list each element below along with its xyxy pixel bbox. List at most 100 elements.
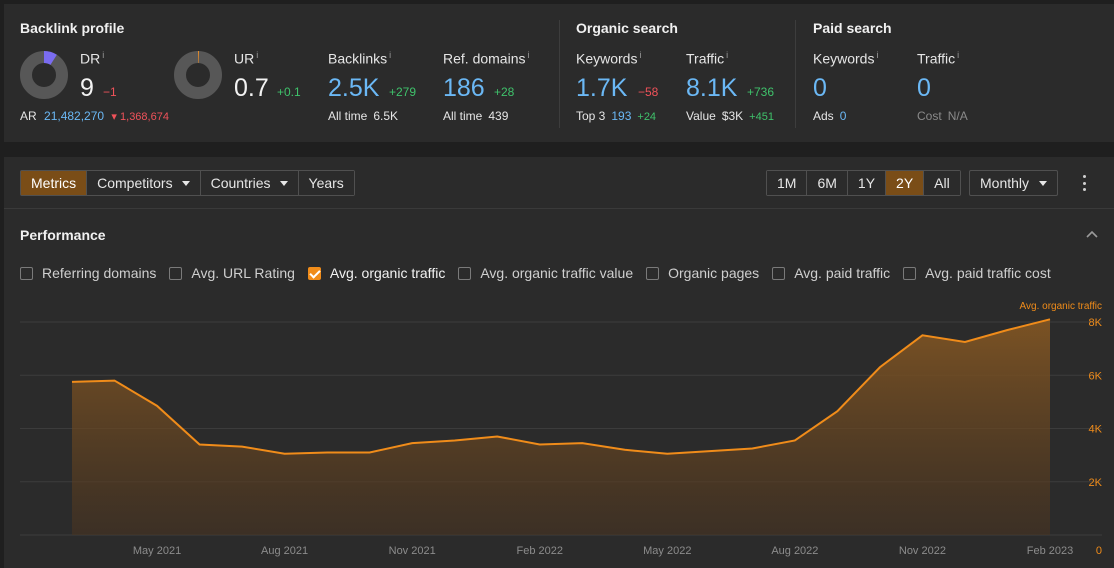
organic-search-title: Organic search — [576, 20, 678, 36]
organic-traffic-chart: 0 2K 4K 6K 8K May 2021 Aug 2021 Nov 2021 Feb 20… — [20, 301, 1103, 557]
ref-domains-all-time: All time 439 — [443, 109, 509, 123]
summary-panel: Backlink profile DR i 9 −1 UR i 0.7 +0.1 A… — [4, 4, 1114, 142]
cost-row: Cost N/A — [917, 109, 968, 123]
range-1m[interactable]: 1M — [767, 171, 807, 195]
info-icon[interactable]: i — [102, 50, 105, 60]
ar-delta: ▾ 1,368,674 — [111, 111, 169, 123]
divider — [4, 208, 1114, 209]
top3-row: Top 3 193 +24 — [576, 109, 657, 123]
ur-value: 0.7 — [234, 74, 269, 102]
backlinks-all-time: All time 6.5K — [328, 109, 399, 123]
paid-traffic-label[interactable]: Traffic i — [917, 50, 960, 67]
ref-domains-delta: +28 — [494, 85, 515, 99]
range-6m[interactable]: 6M — [806, 171, 847, 195]
x-tick-label: Aug 2021 — [261, 545, 308, 557]
interval-select[interactable]: Monthly — [969, 170, 1058, 196]
y-tick-label: 4K — [1089, 424, 1103, 436]
checkbox-avg-organic-traffic-value[interactable]: Avg. organic traffic value — [458, 265, 633, 281]
range-all[interactable]: All — [923, 171, 960, 195]
legend-label: Avg. organic traffic — [1020, 301, 1102, 312]
paid-search-title: Paid search — [813, 20, 892, 36]
checkbox-referring-domains[interactable]: Referring domains — [20, 265, 156, 281]
info-icon[interactable]: i — [876, 50, 879, 60]
organic-traffic-value[interactable]: 8.1K — [686, 74, 738, 102]
x-tick-label: Aug 2022 — [771, 545, 818, 557]
section-divider — [795, 20, 796, 128]
performance-title: Performance — [20, 227, 106, 243]
x-tick-label: Feb 2022 — [516, 545, 562, 557]
checkbox[interactable] — [772, 266, 786, 280]
backlink-profile-title: Backlink profile — [20, 20, 125, 36]
chevron-down-icon — [181, 180, 190, 186]
range-selector: 1M 6M 1Y 2Y All — [766, 170, 961, 196]
dr-label[interactable]: DR i — [80, 50, 105, 67]
info-icon[interactable]: i — [957, 50, 960, 60]
checkbox[interactable] — [646, 266, 660, 280]
ref-domains-label[interactable]: Ref. domains i — [443, 50, 530, 67]
range-2y[interactable]: 2Y — [885, 171, 924, 195]
info-icon[interactable]: i — [639, 50, 642, 60]
ar-row: AR 21,482,270 ▾ 1,368,674 — [20, 109, 169, 123]
paid-traffic-value[interactable]: 0 — [917, 74, 931, 102]
info-icon[interactable]: i — [527, 50, 530, 60]
x-tick-label: Nov 2022 — [899, 545, 946, 557]
organic-traffic-label[interactable]: Traffic i — [686, 50, 729, 67]
info-icon[interactable]: i — [726, 50, 729, 60]
checkbox[interactable] — [169, 266, 183, 280]
tab-years[interactable]: Years — [297, 171, 354, 195]
checkbox-organic-pages[interactable]: Organic pages — [646, 265, 759, 281]
ref-domains-value[interactable]: 186 — [443, 74, 485, 102]
x-tick-label: Nov 2021 — [389, 545, 436, 557]
tab-competitors[interactable]: Competitors — [86, 171, 200, 195]
paid-keywords-value[interactable]: 0 — [813, 74, 827, 102]
x-tick-label: May 2022 — [643, 545, 691, 557]
chevron-up-icon[interactable] — [1086, 229, 1098, 239]
checkbox-avg-paid-traffic-cost[interactable]: Avg. paid traffic cost — [903, 265, 1051, 281]
ar-value[interactable]: 21,482,270 — [44, 109, 105, 123]
chevron-down-icon — [279, 180, 288, 186]
y-tick-label: 6K — [1089, 370, 1103, 382]
y-tick-label: 8K — [1089, 317, 1103, 329]
backlinks-value[interactable]: 2.5K — [328, 74, 380, 102]
traffic-value-row: Value $3K +451 — [686, 109, 774, 123]
checkbox-checked[interactable] — [307, 266, 321, 280]
backlinks-label[interactable]: Backlinks i — [328, 50, 392, 67]
ur-label[interactable]: UR i — [234, 50, 259, 67]
ur-delta: +0.1 — [277, 85, 301, 99]
metric-checkboxes: Referring domains Avg. URL Rating Avg. o… — [20, 265, 1064, 281]
organic-keywords-delta: −58 — [638, 85, 659, 99]
arrow-down-icon: ▾ — [111, 111, 117, 123]
y-tick-label: 0 — [1096, 545, 1102, 557]
checkbox[interactable] — [458, 266, 472, 280]
tab-metrics[interactable]: Metrics — [21, 171, 87, 195]
performance-panel: Metrics Competitors Countries Years 1M 6… — [4, 157, 1114, 568]
dr-delta: −1 — [103, 85, 117, 99]
checkbox-avg-organic-traffic[interactable]: Avg. organic traffic — [307, 265, 445, 281]
section-divider — [559, 20, 560, 128]
view-tabs: Metrics Competitors Countries Years — [20, 170, 355, 196]
info-icon[interactable]: i — [389, 50, 392, 60]
organic-keywords-label[interactable]: Keywords i — [576, 50, 642, 67]
organic-traffic-delta: +736 — [747, 85, 775, 99]
checkbox-avg-url-rating[interactable]: Avg. URL Rating — [169, 265, 295, 281]
checkbox-avg-paid-traffic[interactable]: Avg. paid traffic — [772, 265, 890, 281]
ur-donut-chart — [174, 51, 222, 99]
series-area — [72, 319, 1050, 535]
backlinks-delta: +279 — [389, 85, 417, 99]
info-icon[interactable]: i — [256, 50, 259, 60]
x-tick-label: May 2021 — [133, 545, 181, 557]
tab-countries[interactable]: Countries — [199, 171, 298, 195]
x-tick-label: Feb 2023 — [1027, 545, 1073, 557]
range-1y[interactable]: 1Y — [846, 171, 886, 195]
paid-keywords-label[interactable]: Keywords i — [813, 50, 879, 67]
dr-donut-chart — [20, 51, 68, 99]
checkbox[interactable] — [20, 266, 33, 280]
chevron-down-icon — [1039, 181, 1047, 186]
ads-row: Ads 0 — [813, 109, 847, 123]
checkbox[interactable] — [903, 266, 917, 280]
organic-keywords-value[interactable]: 1.7K — [576, 74, 628, 102]
dr-value: 9 — [80, 74, 94, 102]
more-options-icon[interactable] — [1080, 175, 1088, 191]
series-line[interactable] — [71, 318, 1051, 455]
y-tick-label: 2K — [1089, 477, 1103, 489]
